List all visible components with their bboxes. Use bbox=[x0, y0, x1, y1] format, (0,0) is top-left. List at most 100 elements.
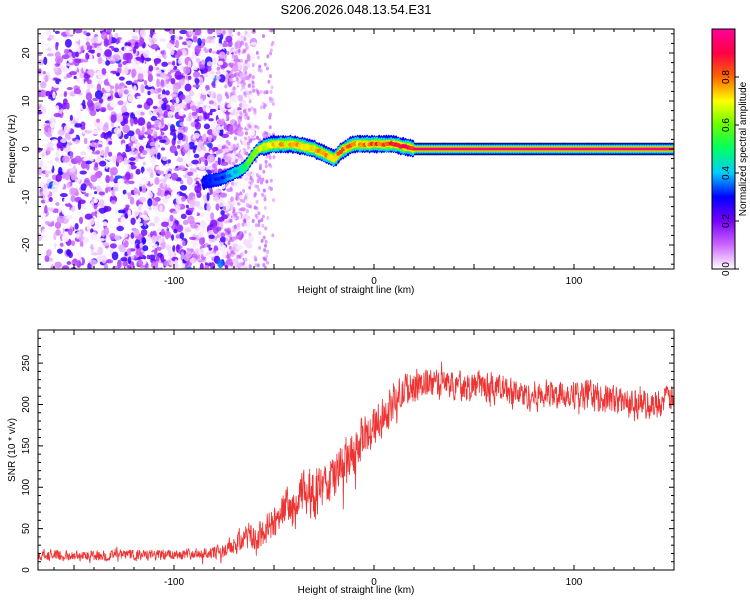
spectrogram-cell bbox=[113, 183, 119, 192]
spectrogram-cell bbox=[63, 48, 70, 55]
spectrogram-cell bbox=[80, 183, 87, 191]
spectrogram-cell bbox=[128, 157, 136, 161]
spectrogram-cell bbox=[97, 246, 104, 256]
spectrogram-cell bbox=[46, 147, 55, 151]
spectrogram-cell bbox=[246, 144, 250, 149]
spectrogram-cell bbox=[253, 193, 257, 198]
spectrogram-cell bbox=[133, 187, 138, 195]
spectrogram-cell bbox=[208, 118, 214, 122]
spectrogram-cell bbox=[199, 50, 205, 56]
spectrogram-cell bbox=[45, 90, 51, 97]
spectrogram-cell bbox=[90, 36, 99, 44]
spectrogram-cell bbox=[106, 259, 114, 264]
spectrogram-cell bbox=[161, 61, 169, 67]
spectrogram-cell bbox=[38, 166, 43, 176]
spectrogram-cell bbox=[147, 191, 153, 199]
spectrogram-cell bbox=[206, 203, 211, 212]
spectrogram-cell bbox=[223, 56, 227, 61]
spectrogram-cell bbox=[166, 42, 173, 49]
spectrogram-cell bbox=[233, 54, 239, 64]
spectrogram-cell bbox=[75, 251, 82, 259]
spectrogram-cell bbox=[265, 154, 269, 159]
spectrogram-cell bbox=[216, 93, 223, 103]
spectrogram-cell bbox=[60, 146, 64, 152]
spectrogram-cell bbox=[215, 75, 221, 80]
spectrogram-cell bbox=[194, 99, 199, 107]
spectrogram-cell bbox=[195, 108, 200, 114]
spectrogram-cell bbox=[105, 72, 114, 77]
spectrogram-cell bbox=[131, 145, 135, 152]
spectrogram-cell bbox=[183, 253, 190, 262]
spectrogram-cell bbox=[266, 54, 270, 59]
spectrogram-ridge-cell bbox=[252, 151, 257, 156]
spectrogram-cell bbox=[218, 112, 224, 120]
spectrogram-cell bbox=[154, 140, 160, 150]
spectrogram-cell bbox=[185, 266, 193, 269]
spectrogram-cell bbox=[114, 206, 118, 216]
spectrogram-cell bbox=[185, 210, 192, 216]
spectrogram-cell bbox=[54, 156, 59, 162]
spectrogram-cell bbox=[164, 231, 172, 240]
spectrogram-cell bbox=[240, 120, 247, 128]
spectrogram-cell bbox=[75, 109, 82, 118]
spectrogram-cell bbox=[55, 245, 61, 249]
spectrogram-cell bbox=[164, 29, 171, 32]
spectrogram-cell bbox=[215, 71, 222, 75]
spectrogram-cell bbox=[104, 194, 110, 202]
spectrogram-cell bbox=[248, 264, 252, 269]
spectrogram-cell bbox=[122, 52, 131, 61]
spectrogram-cell bbox=[84, 122, 93, 131]
spectrogram-cell bbox=[160, 242, 166, 250]
spectrogram-cell bbox=[250, 56, 254, 60]
spectrogram-cell bbox=[173, 228, 178, 234]
spectrogram-cell bbox=[263, 206, 267, 211]
spectrogram-cell bbox=[233, 125, 237, 130]
spectrogram-cell bbox=[134, 193, 140, 199]
spectrogram-cell bbox=[265, 254, 269, 259]
spectrogram-cell bbox=[105, 236, 111, 243]
spectrogram-cell bbox=[130, 117, 134, 127]
spectrogram-cell bbox=[82, 58, 89, 63]
spectrogram-cell bbox=[106, 29, 112, 34]
spectrogram-cell bbox=[243, 149, 247, 154]
spectrogram-cell bbox=[237, 80, 241, 85]
spectrogram-cell bbox=[111, 251, 119, 261]
spectrogram-cell bbox=[75, 117, 80, 123]
spectrogram-cell bbox=[206, 61, 213, 67]
spectrogram-cell bbox=[245, 203, 249, 208]
spectrogram-cell bbox=[178, 102, 186, 110]
spectrogram-cell bbox=[52, 208, 60, 214]
spectrogram-cell bbox=[232, 110, 240, 115]
spectrogram-cell bbox=[207, 29, 214, 35]
spectrogram-cell bbox=[262, 169, 266, 174]
spectrogram-cell bbox=[94, 191, 98, 195]
spectrogram-cell bbox=[218, 60, 224, 66]
spectrogram-cell bbox=[190, 55, 197, 60]
spectrogram-cell bbox=[106, 183, 115, 188]
spectrogram-cell bbox=[189, 167, 195, 174]
spectrogram-cell bbox=[94, 162, 99, 168]
spectrogram-cell bbox=[246, 220, 251, 229]
snr-ytick-label: 150 bbox=[21, 437, 32, 454]
spectrogram-cell bbox=[118, 244, 127, 253]
spectrogram-cell bbox=[102, 100, 109, 106]
spectrogram-cell bbox=[206, 154, 214, 164]
spectrogram-cell bbox=[264, 164, 268, 169]
spectrogram-cell bbox=[133, 79, 139, 84]
spectrogram-cell bbox=[55, 42, 59, 51]
spectrogram-cell bbox=[257, 211, 261, 216]
spectrogram-cell bbox=[69, 187, 76, 196]
spectrogram-cell bbox=[248, 124, 252, 129]
spectrogram-ytick-label: -10 bbox=[21, 189, 32, 204]
spectrogram-cell bbox=[149, 135, 155, 142]
spectrogram-cell bbox=[98, 75, 105, 79]
spectrogram-cell bbox=[107, 74, 113, 84]
spectrogram-cell bbox=[170, 172, 179, 181]
spectrogram-cell bbox=[230, 181, 234, 186]
spectrogram-cell bbox=[69, 168, 76, 173]
spectrogram-cell bbox=[82, 104, 87, 110]
spectrogram-cell bbox=[54, 221, 62, 229]
spectrogram-cell bbox=[223, 122, 227, 127]
spectrogram-cell bbox=[226, 75, 230, 80]
spectrogram-cell bbox=[193, 153, 200, 159]
